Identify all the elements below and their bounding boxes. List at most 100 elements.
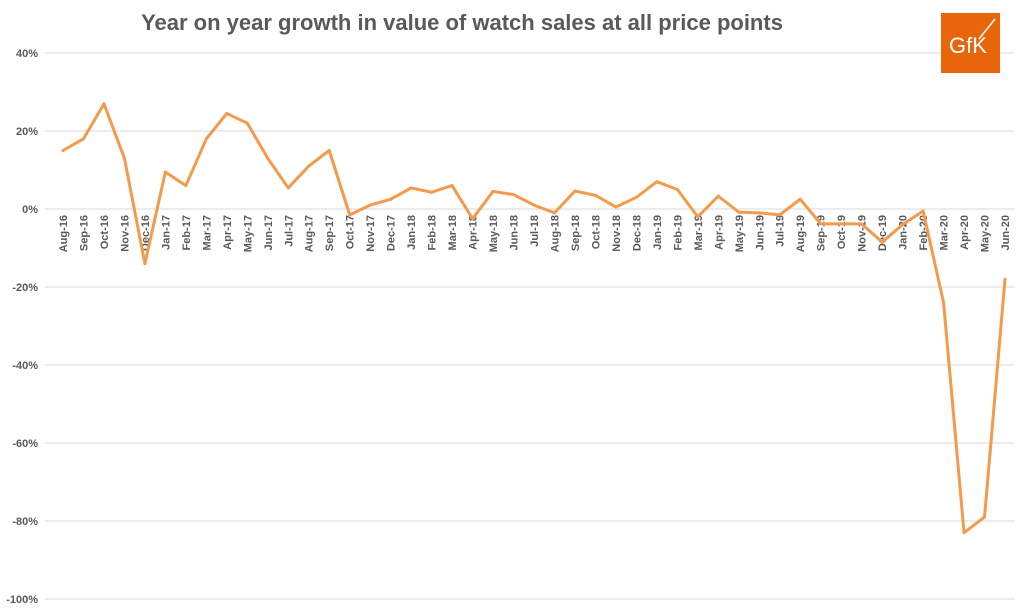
data-point (122, 156, 126, 160)
data-point (593, 193, 597, 197)
y-tick-label: 40% (16, 48, 38, 60)
data-point (778, 213, 782, 217)
data-point (430, 190, 434, 194)
x-tick-label: Oct-19 (836, 215, 848, 249)
x-tick-label: Aug-18 (549, 215, 561, 252)
data-point (81, 137, 85, 141)
x-tick-label: Jul-19 (775, 215, 787, 247)
data-point (552, 211, 556, 215)
x-tick-label: Mar-20 (939, 215, 951, 250)
x-tick-label: Sep-16 (78, 215, 90, 251)
x-tick-label: Mar-18 (447, 215, 459, 250)
x-tick-label: May-19 (734, 215, 746, 252)
data-point (348, 213, 352, 217)
data-point (245, 121, 249, 125)
x-tick-label: May-20 (980, 215, 992, 252)
y-tick-label: 0% (22, 204, 38, 216)
gfk-logo: GfK (941, 13, 1000, 73)
data-point (532, 203, 536, 207)
x-tick-label: Jul-17 (283, 215, 295, 247)
x-tick-label: Dec-17 (386, 215, 398, 251)
x-tick-label: Jan-18 (406, 215, 418, 250)
data-point (962, 531, 966, 535)
data-point (266, 156, 270, 160)
x-tick-label: Jun-18 (509, 215, 521, 250)
data-point (409, 186, 413, 190)
data-point (675, 188, 679, 191)
data-point (921, 209, 925, 213)
x-tick-label: Oct-16 (99, 215, 111, 249)
data-point (798, 197, 802, 201)
x-tick-label: Apr-17 (222, 215, 234, 250)
x-tick-label: Sep-18 (570, 215, 582, 251)
y-tick-label: 20% (16, 126, 38, 138)
data-point (860, 222, 864, 226)
data-point (737, 210, 741, 214)
data-point (286, 186, 290, 190)
x-tick-label: Oct-18 (590, 215, 602, 249)
data-point (163, 170, 167, 174)
x-tick-label: Oct-17 (345, 215, 357, 249)
data-point (1003, 277, 1007, 281)
data-point (655, 180, 659, 184)
x-tick-label: May-17 (242, 215, 254, 252)
data-point (450, 184, 454, 188)
data-point (491, 189, 495, 193)
data-point (61, 149, 65, 152)
data-point (614, 205, 618, 209)
data-point (307, 164, 311, 168)
x-tick-label: Feb-18 (427, 215, 439, 250)
data-point (757, 211, 761, 215)
x-tick-label: Jul-18 (529, 215, 541, 247)
data-point (880, 240, 884, 244)
data-point (389, 197, 393, 201)
x-tick-label: Sep-17 (324, 215, 336, 251)
x-tick-label: Dec-18 (631, 215, 643, 251)
data-point (327, 149, 331, 152)
x-tick-label: Nov-16 (119, 215, 131, 252)
x-tick-label: Apr-19 (713, 215, 725, 250)
x-tick-label: Jan-17 (160, 215, 172, 250)
x-tick-label: Aug-17 (304, 215, 316, 252)
x-tick-label: Apr-18 (468, 215, 480, 250)
data-point (839, 222, 843, 226)
x-tick-label: Jun-19 (754, 215, 766, 250)
data-point (901, 223, 905, 227)
data-point (716, 194, 720, 198)
x-tick-label: May-18 (488, 215, 500, 252)
data-point (512, 193, 516, 197)
x-tick-label: Nov-17 (365, 215, 377, 252)
data-point (696, 215, 700, 219)
y-tick-label: -60% (12, 438, 38, 450)
data-point (368, 203, 372, 207)
y-tick-label: -40% (12, 360, 38, 372)
gfk-logo-mark: GfK (949, 18, 996, 58)
data-point (819, 222, 823, 226)
data-point (471, 217, 475, 221)
data-point (225, 111, 229, 115)
data-point (102, 102, 106, 106)
x-tick-label: Apr-20 (959, 215, 971, 250)
x-tick-label: Nov-18 (611, 215, 623, 252)
y-tick-label: -20% (12, 282, 38, 294)
x-tick-label: Nov-19 (857, 215, 869, 252)
chart-title: Year on year growth in value of watch sa… (141, 10, 783, 35)
x-tick-label: Mar-19 (693, 215, 705, 250)
series-line (62, 102, 1007, 535)
data-point (204, 137, 208, 141)
x-tick-label: Jun-17 (263, 215, 275, 250)
y-tick-label: -80% (12, 516, 38, 528)
x-tick-label: Dec-19 (877, 215, 889, 251)
y-tick-label: -100% (6, 594, 38, 606)
x-tick-label: Feb-17 (181, 215, 193, 250)
data-point (983, 515, 987, 519)
data-point (184, 184, 188, 188)
x-tick-label: Feb-19 (672, 215, 684, 250)
x-tick-label: Jun-20 (1000, 215, 1012, 250)
data-point (143, 262, 147, 266)
x-tick-label: Aug-16 (58, 215, 70, 252)
data-point (573, 189, 577, 193)
data-point (634, 195, 638, 199)
data-point (942, 301, 946, 305)
